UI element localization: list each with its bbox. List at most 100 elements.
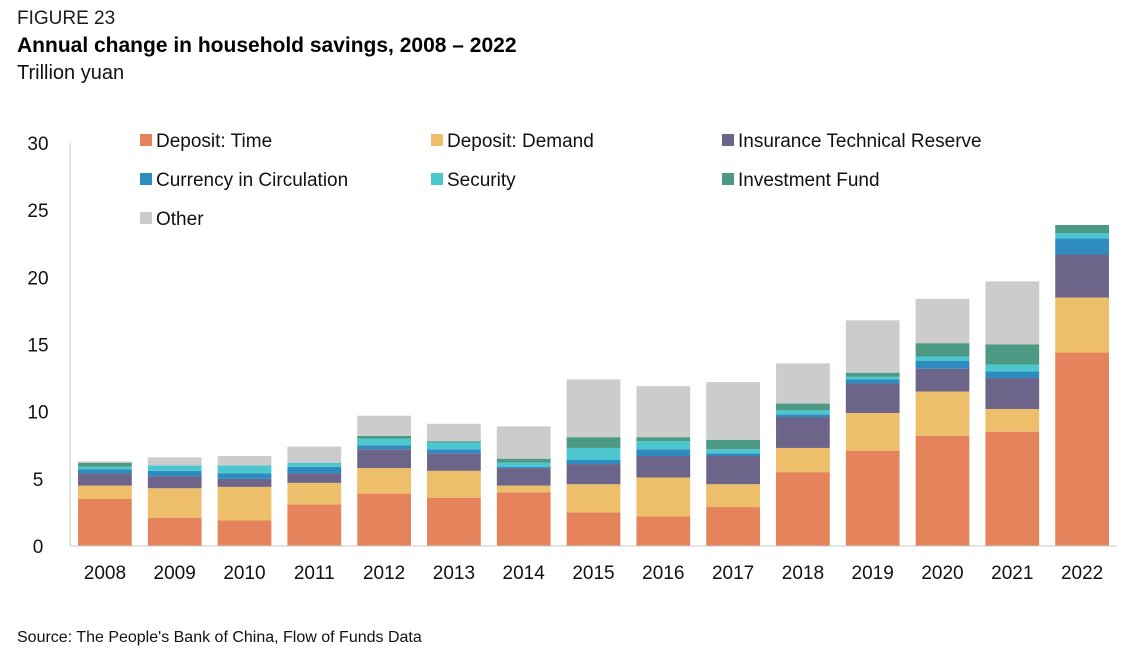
bar-segment	[357, 449, 411, 469]
legend-item: Deposit: Time	[140, 131, 272, 152]
bar-segment	[985, 344, 1040, 365]
bar-segment	[496, 492, 551, 546]
bar-segment	[776, 410, 830, 415]
legend-label: Security	[447, 170, 516, 191]
bar-segment	[496, 485, 551, 493]
bar-segment	[776, 363, 830, 404]
bar-segment	[636, 386, 691, 438]
bar-segment	[147, 488, 202, 518]
bars	[78, 224, 1109, 546]
legend-swatch	[431, 134, 443, 146]
bar-segment	[217, 465, 272, 474]
bar-segment	[566, 437, 621, 448]
x-tick-label: 2011	[294, 563, 335, 584]
bar-segment	[78, 473, 132, 486]
legend-item: Investment Fund	[722, 170, 880, 191]
bar-segment	[915, 368, 970, 392]
x-tick-label: 2009	[154, 563, 196, 584]
bar-segment	[706, 507, 760, 546]
bar-segment	[845, 413, 900, 451]
x-tick-label: 2015	[572, 563, 614, 584]
bar-segment	[496, 462, 551, 467]
bar-segment	[985, 371, 1040, 379]
legend-label: Other	[156, 209, 204, 230]
legend-swatch	[722, 134, 734, 146]
bar-segment	[496, 468, 551, 486]
bar-segment	[1055, 297, 1109, 353]
y-tick-label: 25	[27, 201, 48, 222]
x-tick-label: 2017	[712, 563, 754, 584]
bar-segment	[776, 414, 830, 418]
bar-segment	[915, 356, 970, 361]
x-tick-label: 2010	[223, 563, 265, 584]
bar-segment	[147, 465, 202, 471]
bar-segment	[985, 431, 1040, 546]
bar-segment	[427, 449, 481, 454]
bar-segment	[78, 461, 132, 463]
y-tick-label: 0	[33, 537, 44, 558]
bar-segment	[357, 438, 411, 446]
bar-segment	[566, 512, 621, 546]
bar-segment	[496, 466, 551, 469]
bar-segment	[915, 360, 970, 369]
bar-segment	[915, 391, 970, 436]
bar-segment	[217, 520, 272, 546]
bar-segment	[147, 457, 202, 466]
bar-segment	[357, 435, 411, 439]
x-tick-label: 2014	[503, 563, 546, 584]
bar-segment	[636, 477, 691, 517]
bar-segment	[78, 469, 132, 474]
bar-segment	[217, 473, 272, 479]
bar-segment	[427, 470, 481, 498]
legend-label: Deposit: Time	[156, 131, 272, 152]
bar-segment	[147, 470, 202, 477]
bar-segment	[706, 484, 760, 508]
bar-segment	[776, 403, 830, 411]
bar-segment	[1055, 254, 1109, 298]
source-note: Source: The People's Bank of China, Flow…	[17, 629, 422, 646]
bar-segment	[845, 379, 900, 384]
bar-segment	[845, 383, 900, 414]
bar-segment	[915, 298, 970, 344]
legend-label: Currency in Circulation	[156, 170, 348, 191]
bar-segment	[287, 473, 342, 483]
y-tick-label: 15	[27, 336, 48, 357]
bar-segment	[427, 453, 481, 471]
chart-title: Annual change in household savings, 2008…	[17, 33, 517, 57]
bar-segment	[566, 484, 621, 513]
bar-segment	[496, 458, 551, 463]
legend-label: Investment Fund	[738, 170, 880, 191]
bar-segment	[427, 442, 481, 450]
bar-segment	[706, 456, 760, 485]
bar-segment	[636, 456, 691, 478]
bar-segment	[776, 447, 830, 473]
x-tick-label: 2018	[782, 563, 824, 584]
legend-swatch	[140, 173, 152, 185]
bar-segment	[1055, 238, 1109, 255]
bar-segment	[147, 517, 202, 546]
legend-item: Other	[140, 209, 204, 230]
bar-segment	[287, 482, 342, 505]
y-axis: 0 5 10 15 20 25 30	[27, 134, 71, 558]
bar-segment	[915, 343, 970, 357]
bar-segment	[357, 493, 411, 546]
y-tick-label: 10	[27, 403, 48, 424]
bar-segment	[287, 462, 342, 467]
bar-segment	[78, 498, 132, 546]
bar-segment	[566, 460, 621, 465]
bar-segment	[217, 478, 272, 487]
x-axis: 2008 2009 2010 2011 2012 2013 2014 2015 2016 2017…	[70, 545, 1117, 584]
bar-segment	[147, 476, 202, 489]
bar-segment	[636, 437, 691, 442]
bar-segment	[776, 472, 830, 546]
legend-item: Security	[431, 170, 516, 191]
legend: Deposit: Time Deposit: Demand Insurance Te…	[140, 131, 982, 230]
chart-header: FIGURE 23 Annual change in household sav…	[17, 8, 517, 85]
bar-segment	[845, 320, 900, 373]
bar-segment	[845, 376, 900, 380]
x-tick-label: 2020	[921, 563, 963, 584]
bar-segment	[427, 441, 481, 443]
bar-segment	[985, 364, 1040, 372]
bar-segment	[78, 462, 132, 467]
